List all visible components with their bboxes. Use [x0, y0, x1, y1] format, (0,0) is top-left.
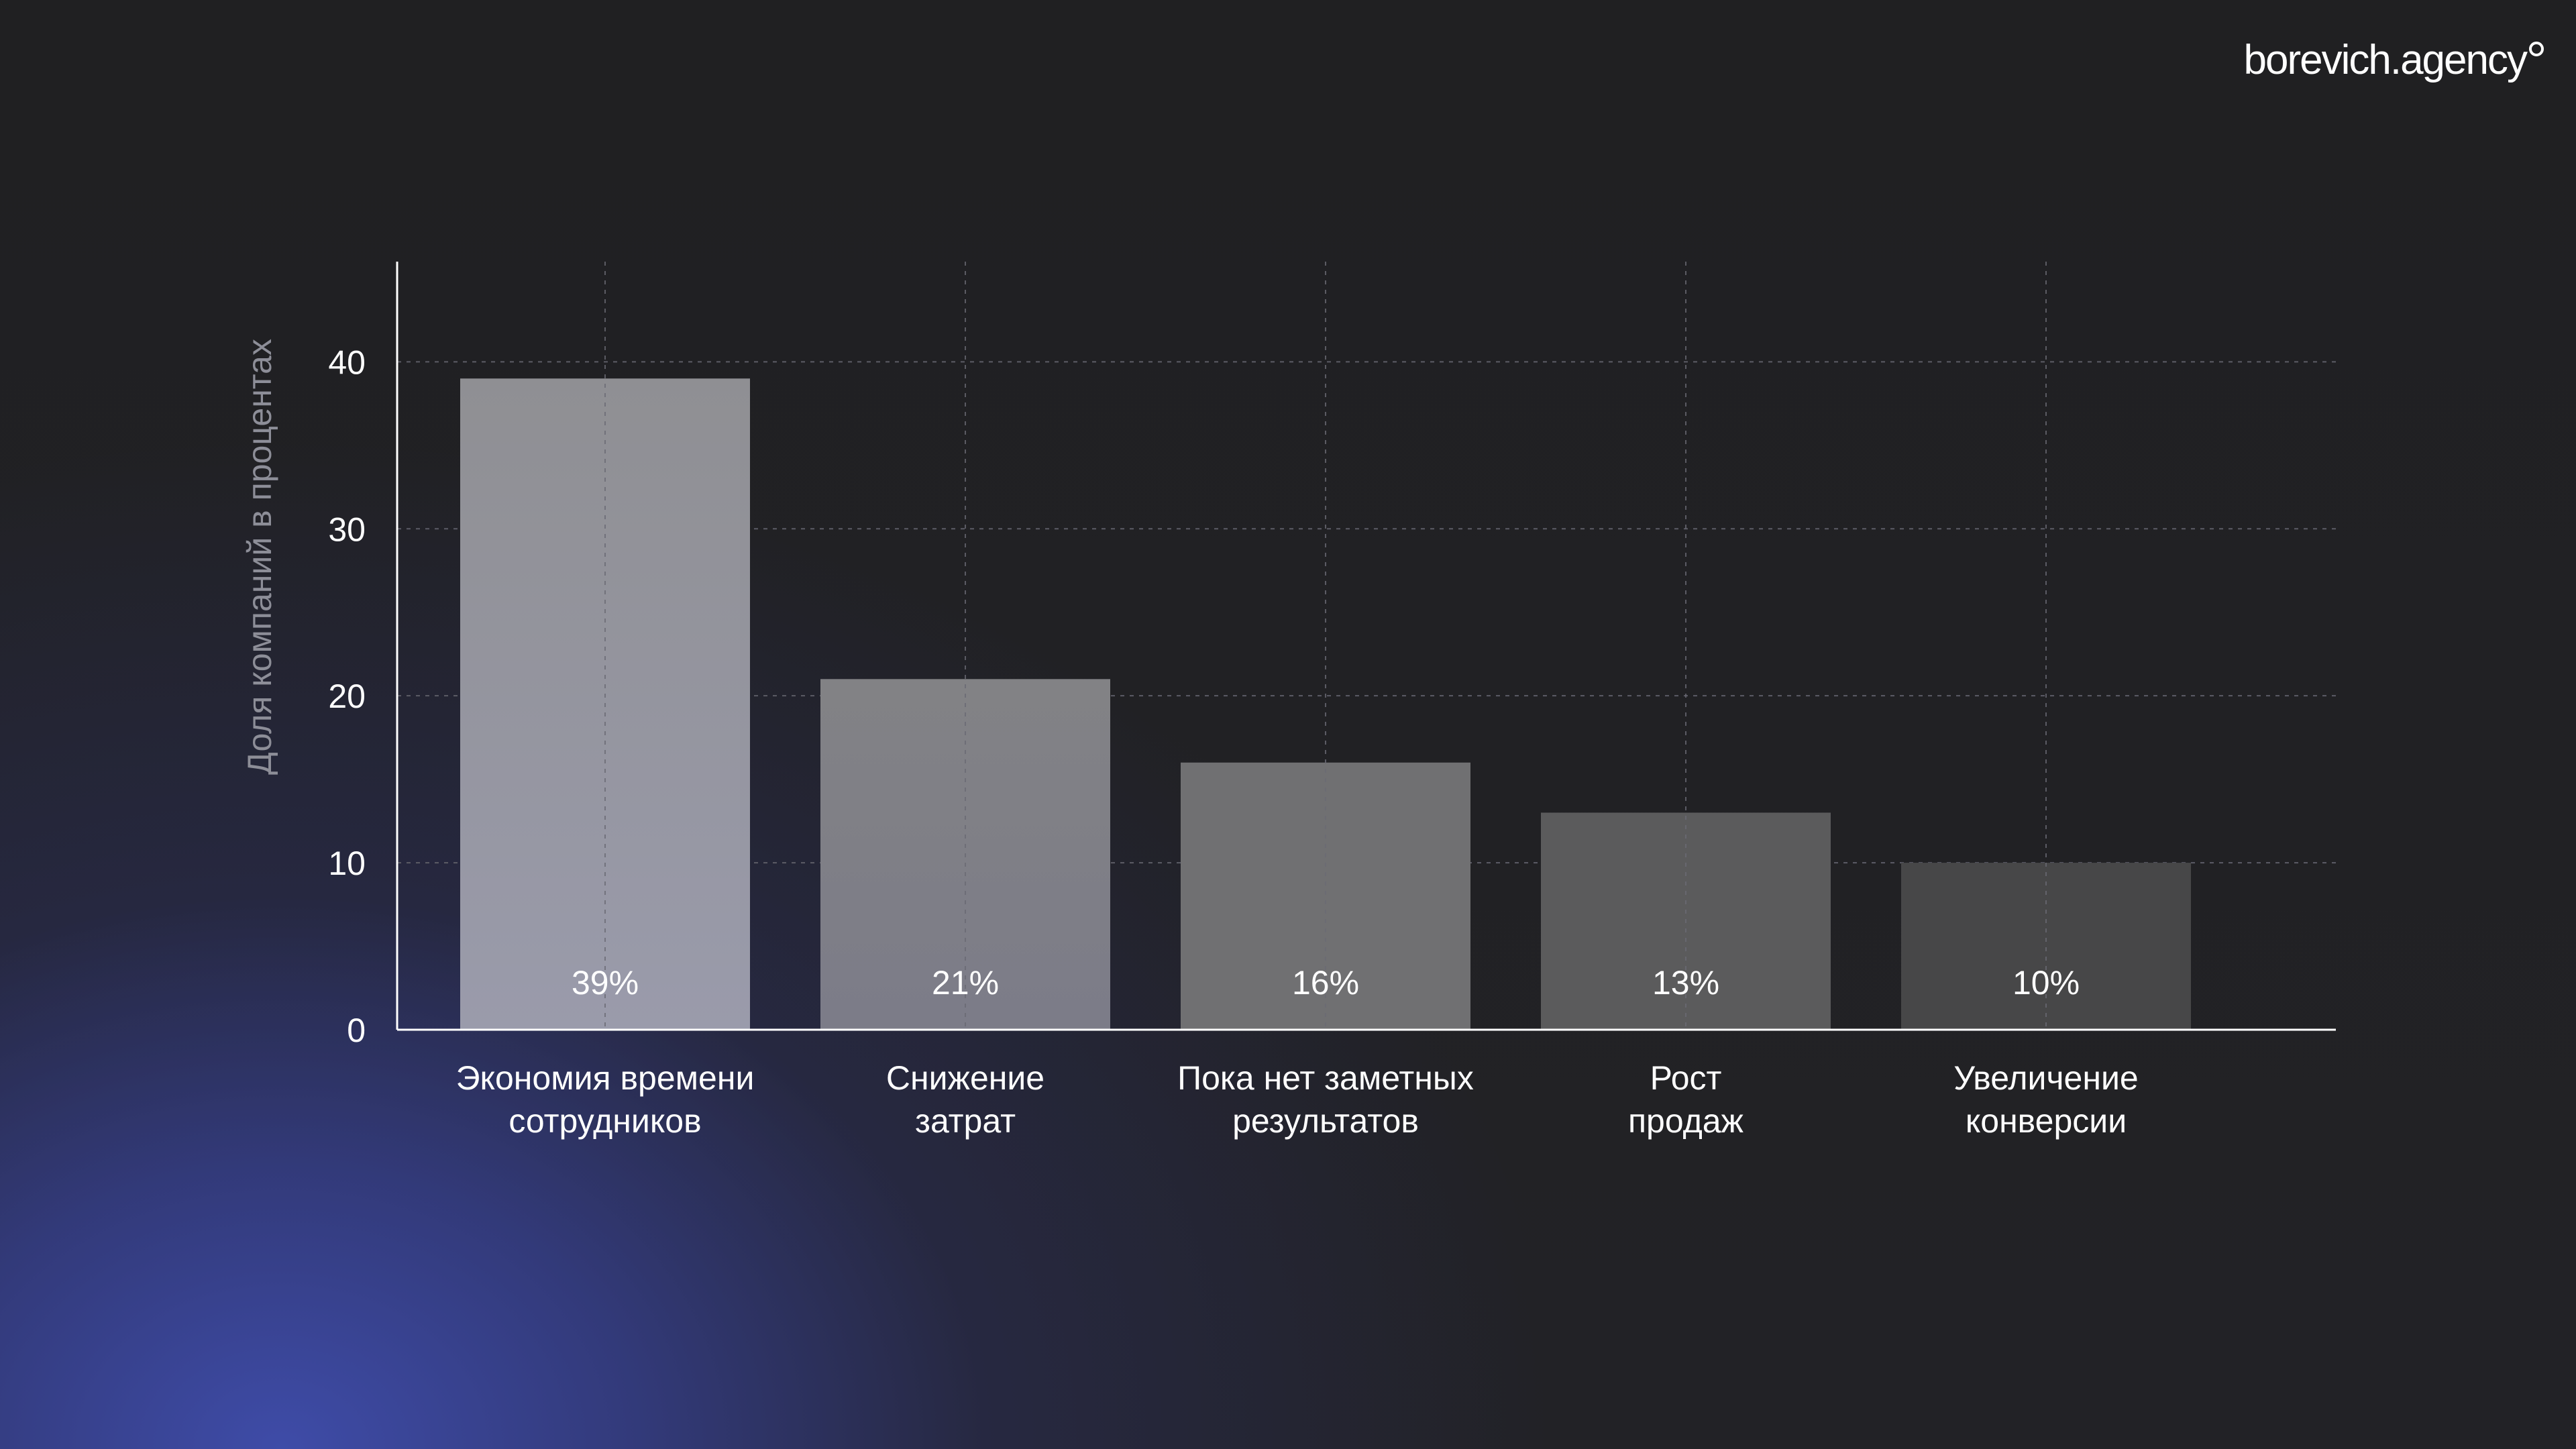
axes [396, 262, 2336, 1031]
x-category-label-line: результатов [1232, 1102, 1419, 1140]
y-tick-label: 0 [347, 1012, 366, 1049]
x-category-label-line: Снижение [886, 1059, 1044, 1097]
x-category-label-line: сотрудников [508, 1102, 701, 1140]
y-tick-label: 40 [328, 343, 366, 381]
x-category-label-line: Пока нет заметных [1177, 1059, 1474, 1097]
x-category-label-line: Рост [1650, 1059, 1722, 1097]
y-tick-label: 20 [328, 678, 366, 715]
labels: 0 10 20 30 40 39% 21% 16% 13% 10% Экономия времени… [328, 343, 2138, 1140]
x-category-label: Экономия времени сотрудников [456, 1059, 755, 1140]
x-category-label-line: конверсии [1966, 1102, 2127, 1140]
bar-value-label: 10% [2012, 964, 2080, 1002]
y-tick-label: 10 [328, 845, 366, 882]
x-category-label: Рост продаж [1628, 1059, 1744, 1140]
y-tick-label: 30 [328, 511, 366, 548]
bar-value-label: 39% [572, 964, 639, 1002]
x-category-label: Увеличение конверсии [1953, 1059, 2138, 1140]
bar-value-label: 21% [932, 964, 999, 1002]
x-category-label-line: Увеличение [1953, 1059, 2138, 1097]
y-axis-title: Доля компаний в процентах [241, 339, 278, 775]
bar-value-label: 13% [1652, 964, 1719, 1002]
x-category-label-line: продаж [1628, 1102, 1744, 1140]
x-category-label-line: Экономия времени [456, 1059, 755, 1097]
bar [1901, 863, 2191, 1030]
x-category-label-line: затрат [915, 1102, 1016, 1140]
logo-ring-icon [2529, 42, 2544, 56]
x-category-label: Снижение затрат [886, 1059, 1044, 1140]
x-category-label: Пока нет заметных результатов [1177, 1059, 1474, 1140]
brand-logo: borevich.agency [2244, 36, 2544, 84]
brand-logo-text: borevich.agency [2243, 37, 2528, 83]
bar-value-label: 16% [1292, 964, 1359, 1002]
